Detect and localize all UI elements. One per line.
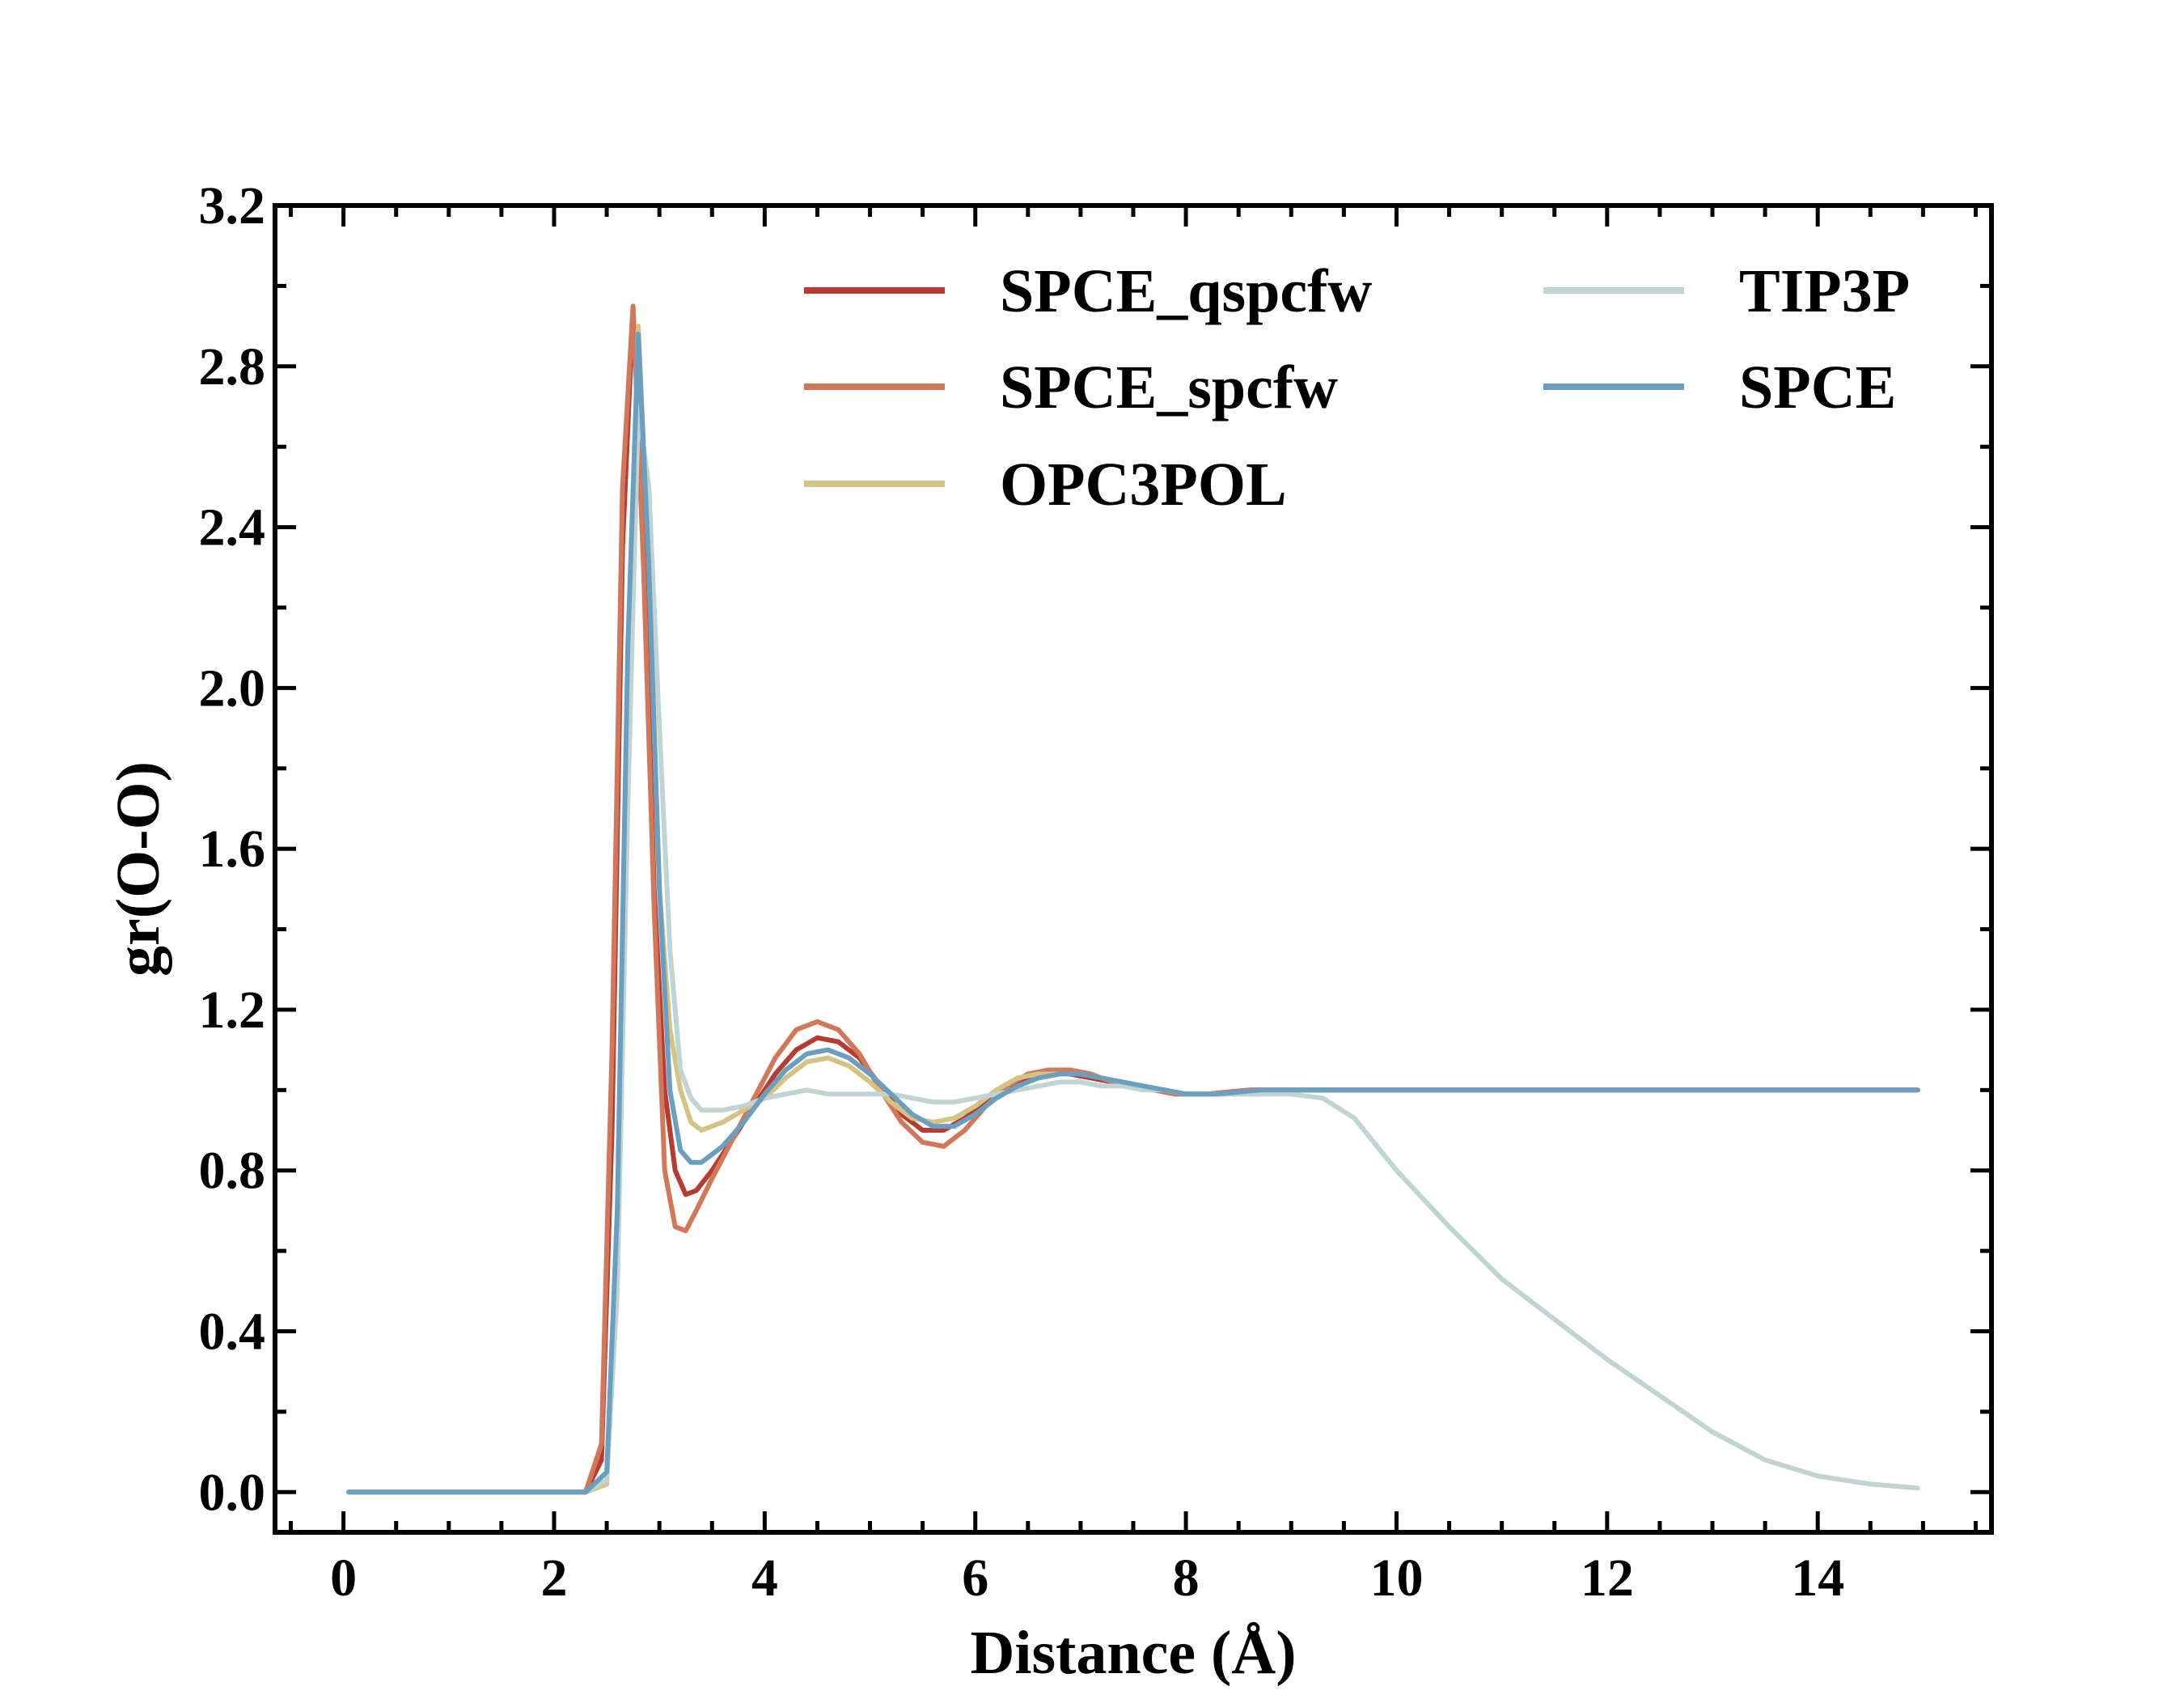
series-line-spce bbox=[346, 332, 1920, 1495]
y-tick-label: 0.0 bbox=[199, 1463, 266, 1522]
y-tick-label: 2.4 bbox=[199, 498, 266, 557]
legend-label-opc3pol: OPC3POL bbox=[1000, 451, 1287, 519]
x-axis-title: Distance (Å) bbox=[970, 1619, 1296, 1687]
x-tick-label: 12 bbox=[1581, 1549, 1634, 1608]
y-tick-label: 1.2 bbox=[199, 981, 266, 1040]
x-tick-label: 14 bbox=[1791, 1549, 1844, 1608]
y-tick-label: 3.2 bbox=[199, 176, 266, 235]
series-line-tip3p bbox=[346, 404, 1920, 1495]
series-layer bbox=[346, 303, 1920, 1495]
y-tick-label: 1.6 bbox=[199, 820, 266, 879]
x-tick-label: 6 bbox=[962, 1549, 988, 1608]
x-tick-label: 10 bbox=[1369, 1549, 1423, 1608]
plot-frame bbox=[273, 203, 1994, 1535]
y-tick-label: 0.4 bbox=[199, 1303, 266, 1362]
x-tick-label: 4 bbox=[751, 1549, 778, 1608]
y-tick-label: 0.8 bbox=[199, 1142, 266, 1201]
legend-label-spce-spcfw: SPCE_spcfw bbox=[1000, 354, 1338, 422]
legend-label-tip3p: TIP3P bbox=[1739, 257, 1910, 325]
x-tick-label: 0 bbox=[330, 1549, 357, 1608]
x-tick-label: 8 bbox=[1173, 1549, 1200, 1608]
y-tick-label: 2.8 bbox=[199, 337, 266, 396]
y-axis-title: gr(O-O) bbox=[104, 761, 172, 977]
legend-label-spce-qspcfw: SPCE_qspcfw bbox=[1000, 257, 1372, 325]
legend: SPCE_qspcfw SPCE_spcfw OPC3POL TIP3P SPCE bbox=[804, 257, 1910, 519]
y-tick-label: 2.0 bbox=[199, 659, 266, 718]
labels-layer: 0 2 4 6 8 10 12 14 0.0 0.4 0.8 1.2 1.6 2.0 2.4 2.8 3.2 bbox=[199, 176, 1845, 1608]
legend-label-spce: SPCE bbox=[1739, 354, 1896, 422]
x-tick-label: 2 bbox=[540, 1549, 567, 1608]
